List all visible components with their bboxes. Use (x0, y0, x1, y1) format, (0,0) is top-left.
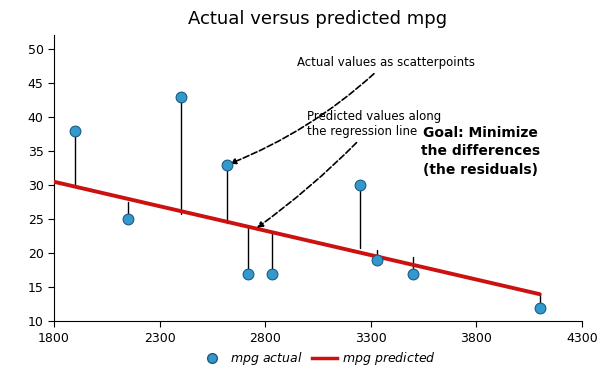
Point (408, 270, 418, 277)
Legend: $\it{mpg\ actual}$, $\it{mpg\ predicted}$: $\it{mpg\ actual}$, $\it{mpg\ predicted}… (195, 345, 441, 372)
Point (223, 162, 232, 168)
Text: Actual values as scatterpoints: Actual values as scatterpoints (232, 56, 475, 163)
Point (267, 270, 277, 277)
Point (244, 270, 253, 277)
Point (123, 216, 133, 222)
Title: Actual versus predicted mpg: Actual versus predicted mpg (188, 10, 448, 28)
Text: Predicted values along
the regression line: Predicted values along the regression li… (259, 110, 442, 227)
Point (70, 127, 80, 134)
Text: Goal: Minimize
the differences
(the residuals): Goal: Minimize the differences (the resi… (421, 126, 540, 176)
Point (373, 257, 382, 263)
Point (535, 305, 545, 311)
Point (176, 93, 185, 100)
Point (355, 182, 365, 188)
